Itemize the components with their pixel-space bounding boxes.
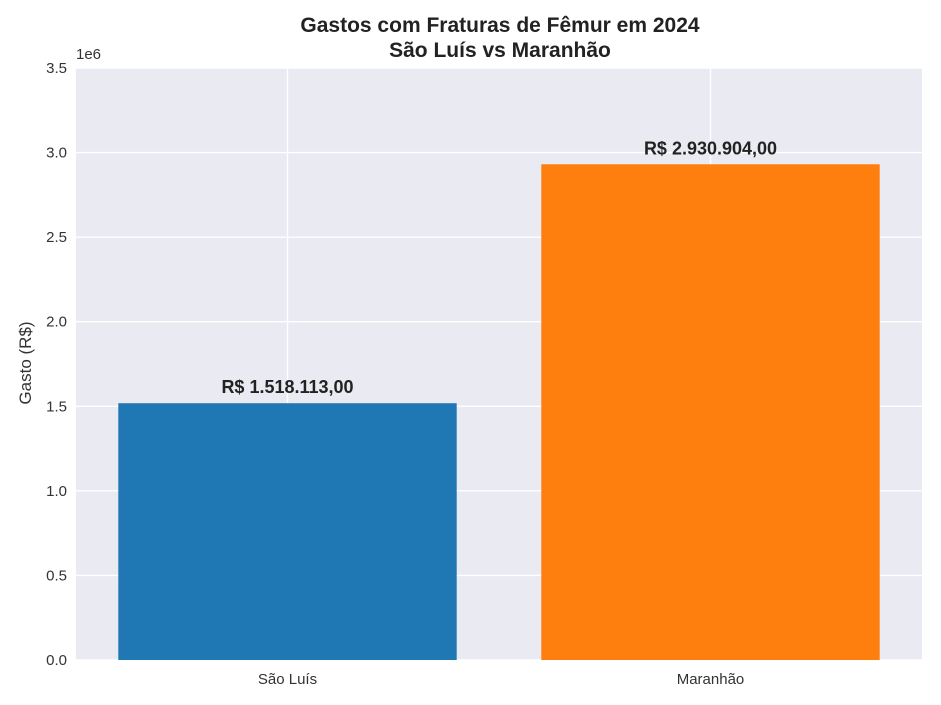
y-axis-offset-label: 1e6 <box>76 46 101 63</box>
y-tick-label: 2.0 <box>46 314 67 331</box>
bar-value-label-0: R$ 1.518.113,00 <box>221 377 353 397</box>
x-axis-ticks: São Luís Maranhão <box>258 671 744 688</box>
x-tick-label: Maranhão <box>677 671 745 688</box>
y-axis-label: Gasto (R$) <box>16 321 35 404</box>
y-tick-label: 3.0 <box>46 145 67 162</box>
value-labels: R$ 1.518.113,00 R$ 2.930.904,00 <box>221 138 777 397</box>
y-tick-label: 2.5 <box>46 229 67 246</box>
bars <box>118 164 880 660</box>
y-axis-ticks: 0.0 0.5 1.0 1.5 2.0 2.5 3.0 3.5 <box>46 60 67 669</box>
bar-0 <box>118 403 457 660</box>
chart-title-line-1: Gastos com Fraturas de Fêmur em 2024 <box>300 14 699 37</box>
x-tick-label: São Luís <box>258 671 317 688</box>
y-tick-label: 3.5 <box>46 60 67 77</box>
bar-value-label-1: R$ 2.930.904,00 <box>644 138 777 158</box>
y-tick-label: 1.5 <box>46 398 67 415</box>
y-tick-label: 1.0 <box>46 483 67 500</box>
y-tick-label: 0.0 <box>46 652 67 669</box>
y-tick-label: 0.5 <box>46 567 67 584</box>
chart-title-line-2: São Luís vs Maranhão <box>389 39 611 62</box>
bar-1 <box>541 164 880 660</box>
